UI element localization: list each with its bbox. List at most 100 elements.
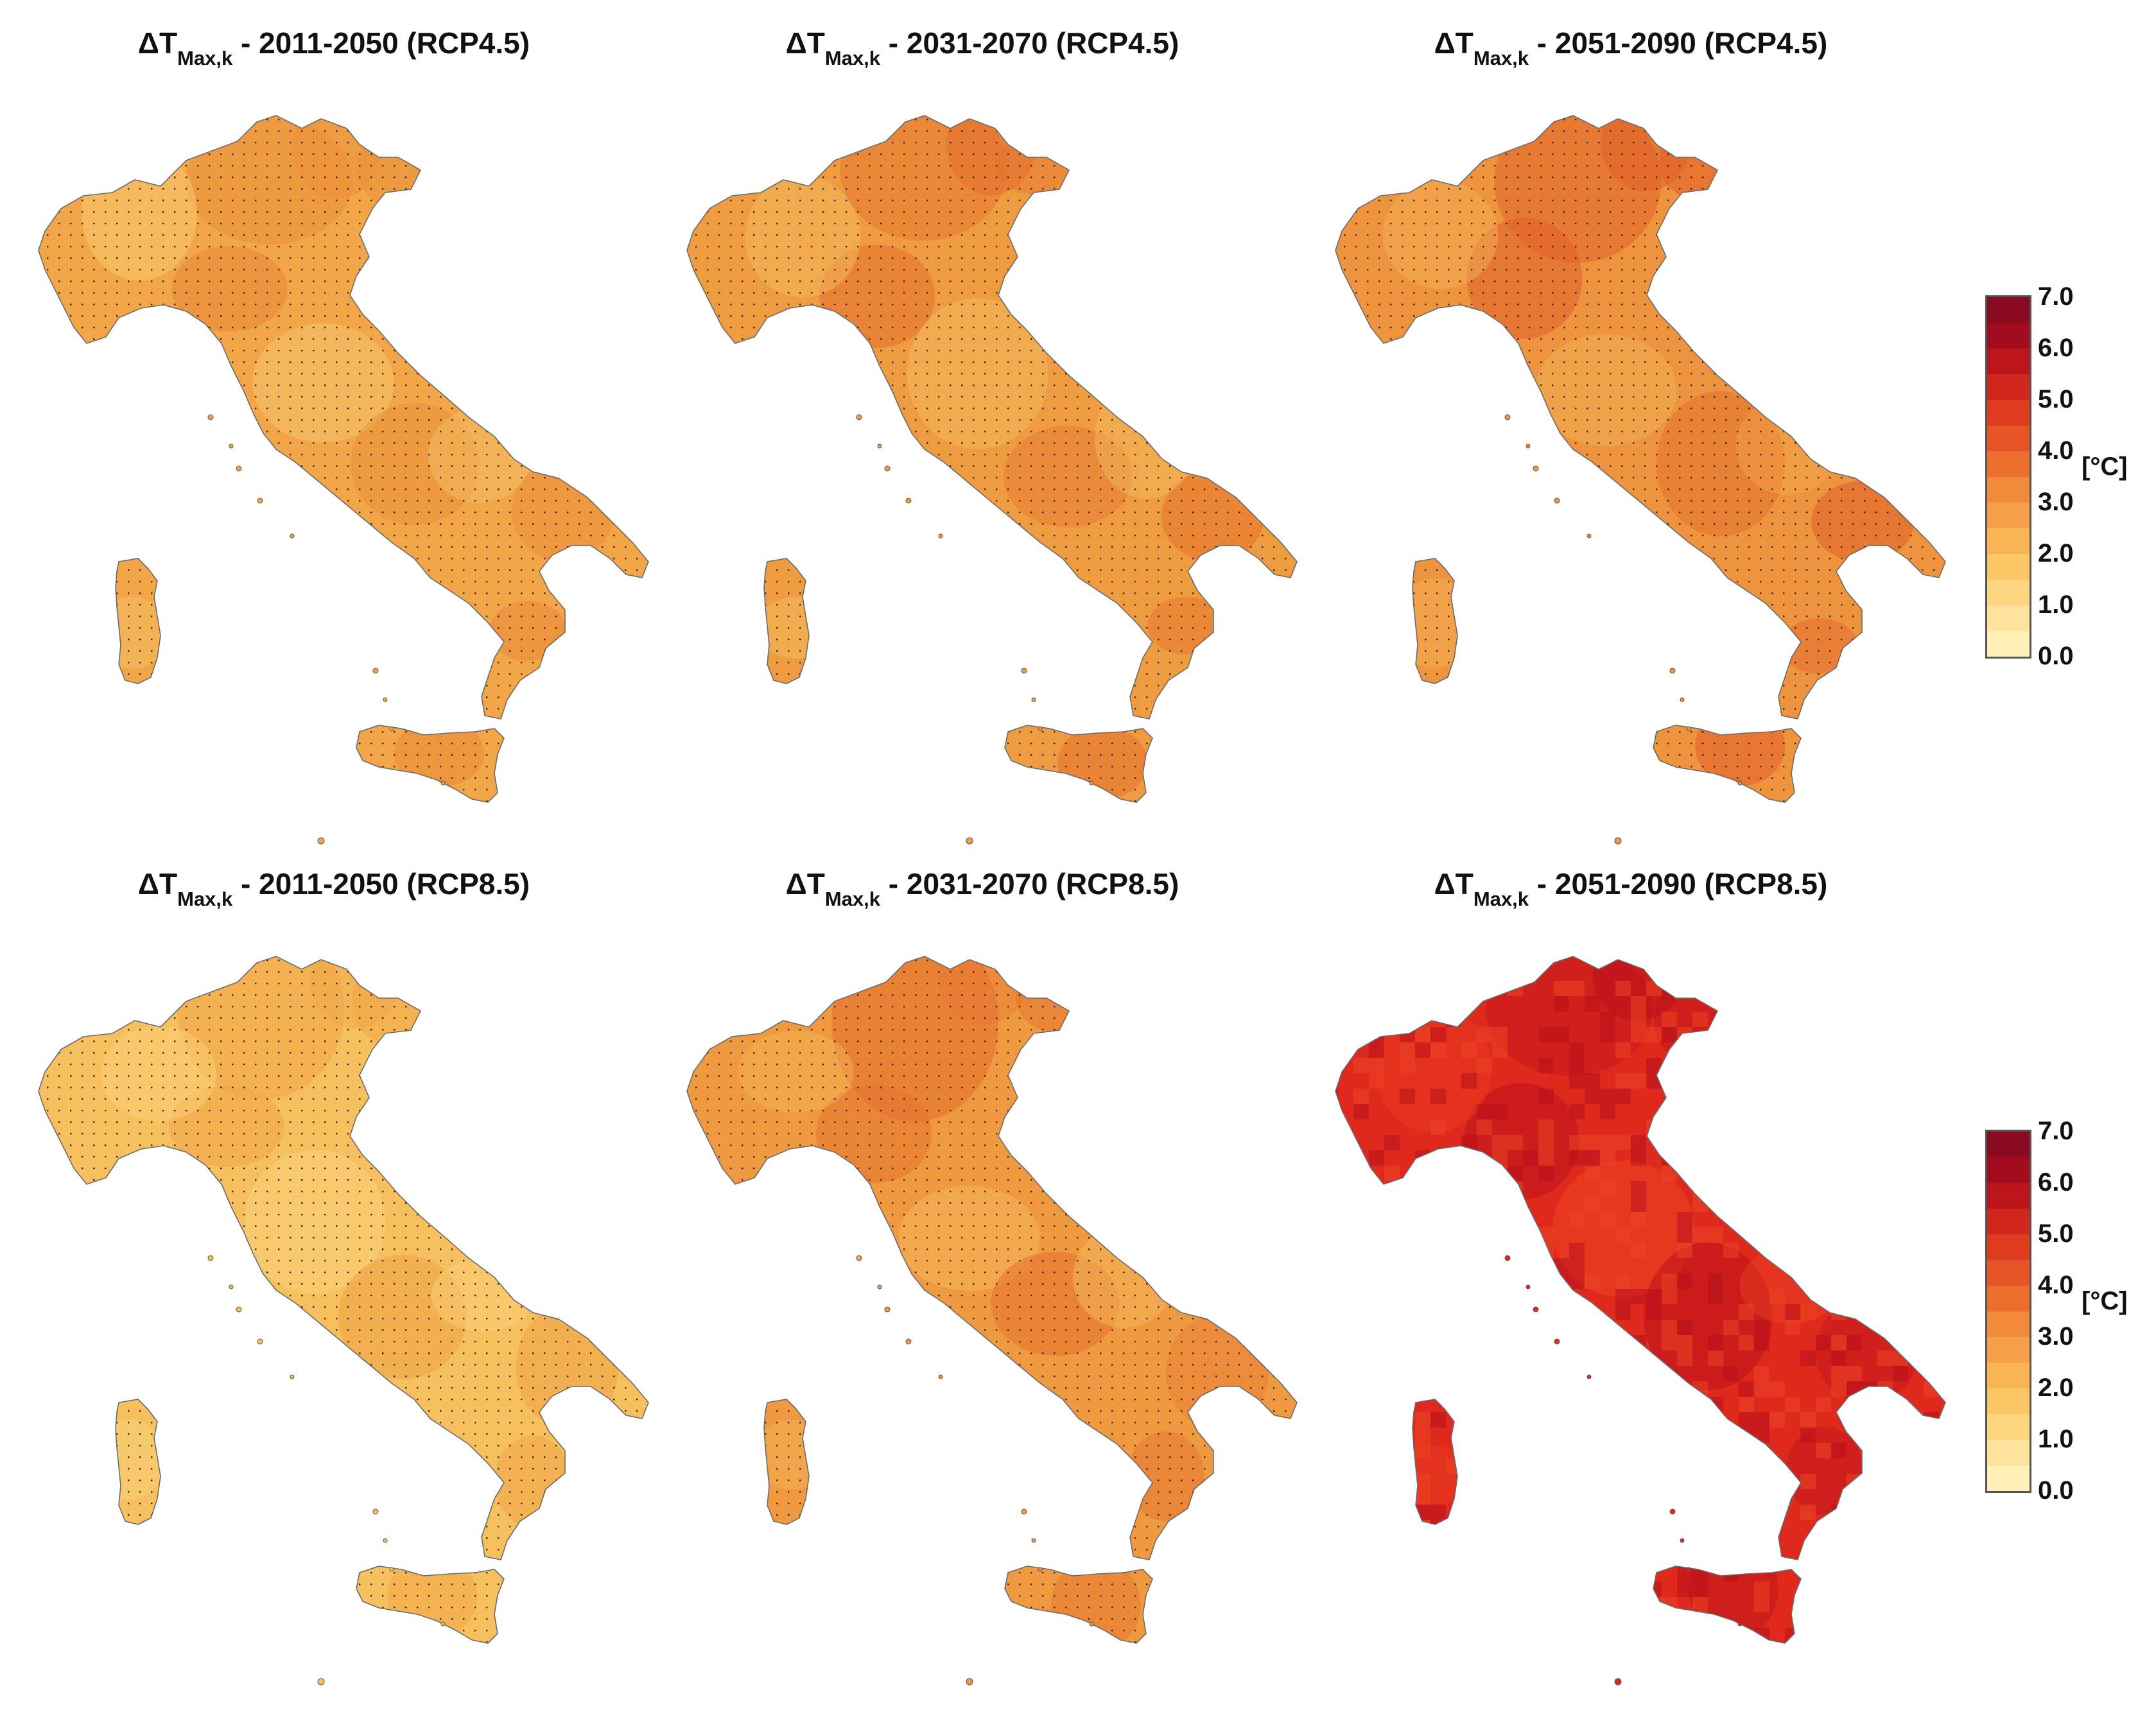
italy-map [1335,956,1946,1686]
islet [440,1621,446,1627]
title-subscript: Max,k [824,888,880,910]
islet [1680,1538,1685,1543]
islet [1680,697,1685,702]
islet [905,1338,912,1345]
islet [966,1678,973,1686]
islet [1526,444,1531,449]
islet [856,1255,862,1261]
colorbar-tick-label: 6.0 [2038,334,2074,362]
islet [938,1374,943,1379]
islet [1533,1306,1539,1313]
islet [1614,837,1622,845]
title-period: - 2031-2070 (RCP8.5) [880,867,1179,901]
colorbar-legend: 7.0 6.0 5.0 4.0 3.0 2.0 1.0 0.0 [°C] [1985,282,2152,706]
mainland-coastline [38,956,649,1560]
temperature-field [39,116,648,802]
islet [389,726,394,731]
title-period: - 2031-2070 (RCP4.5) [880,26,1179,60]
sicily-coastline [356,725,505,803]
islet [236,1306,242,1313]
islet [1031,1538,1036,1543]
islet [383,697,388,702]
sicily-coastline [356,1566,505,1644]
colorbar-tick-label: 7.0 [2038,282,2074,311]
map-panel-rcp85-2051-2090: ΔTMax,k - 2051-2090 (RCP8.5) [1297,841,1965,1688]
colorbar-tick-label: 5.0 [2038,385,2074,413]
sardinia-coastline [763,1399,810,1525]
title-symbol: ΔT [1434,26,1474,60]
mainland-coastline [1335,115,1946,720]
italy-map [686,956,1298,1686]
islet [383,1538,388,1543]
sicily-coastline [1004,725,1153,803]
islet [1533,465,1539,472]
islet [207,1255,214,1261]
islet [856,414,862,420]
title-period: - 2011-2050 (RCP8.5) [232,867,530,901]
temperature-field [687,956,1297,1643]
islet [877,444,882,449]
temperature-field [687,116,1297,802]
islet [905,497,912,504]
italy-map [686,115,1298,845]
italy-map [1335,115,1946,845]
title-symbol: ΔT [137,26,178,60]
colorbar-tick-label: 1.0 [2038,1425,2074,1453]
islet [1504,414,1511,420]
panel-title: ΔTMax,k - 2011-2050 (RCP4.5) [0,26,668,83]
temperature-field [1335,116,1945,802]
title-subscript: Max,k [824,47,880,69]
mainland-coastline [1335,956,1946,1560]
temperature-field [39,956,648,1643]
map-panel-rcp45-2051-2090: ΔTMax,k - 2051-2090 (RCP4.5) [1297,0,1965,847]
map-panel-rcp45-2031-2070: ΔTMax,k - 2031-2070 (RCP4.5) [648,0,1316,847]
panel-title: ΔTMax,k - 2031-2070 (RCP8.5) [648,867,1316,924]
islet [1089,1621,1094,1627]
islet [1686,726,1691,731]
colorbar-tick-label: 5.0 [2038,1220,2074,1248]
islet [229,1284,234,1290]
colorbar [1985,295,2031,659]
islet [290,1374,295,1379]
colorbar-tick-label: 4.0 [2038,1271,2074,1299]
islet [1089,781,1094,786]
islet [1686,1567,1691,1572]
colorbar-tick-label: 4.0 [2038,436,2074,465]
colorbar-tick-label: 6.0 [2038,1168,2074,1196]
islet [1587,1374,1592,1379]
map-panel-rcp45-2011-2050: ΔTMax,k - 2011-2050 (RCP4.5) [0,0,668,847]
islet [1614,1678,1622,1686]
islet [1669,668,1676,674]
islet [1021,1508,1027,1515]
islet [1038,1567,1043,1572]
panel-title: ΔTMax,k - 2051-2090 (RCP4.5) [1297,26,1965,83]
islet [1737,1621,1743,1627]
panel-title: ΔTMax,k - 2031-2070 (RCP4.5) [648,26,1316,83]
islet [1587,533,1592,539]
sicily-coastline [1653,1566,1802,1644]
colorbar-tick-label: 3.0 [2038,1322,2074,1351]
title-symbol: ΔT [785,26,825,60]
islet [1669,1508,1676,1515]
title-subscript: Max,k [177,888,233,910]
sardinia-coastline [763,558,810,684]
islet [372,1508,379,1515]
sicily-coastline [1653,725,1802,803]
islet [257,497,263,504]
islet [1737,781,1743,786]
mainland-coastline [38,115,649,720]
islet [236,465,242,472]
islet [290,533,295,539]
italy-map [38,956,649,1686]
title-period: - 2051-2090 (RCP8.5) [1528,867,1828,901]
mainland-coastline [686,956,1298,1560]
sardinia-coastline [1412,1399,1458,1525]
islet [966,837,973,845]
islet [372,668,379,674]
islet [1021,668,1027,674]
islet [207,414,214,420]
mainland-coastline [686,115,1298,720]
islet [884,1306,891,1313]
colorbar-tick-label: 0.0 [2038,642,2074,670]
